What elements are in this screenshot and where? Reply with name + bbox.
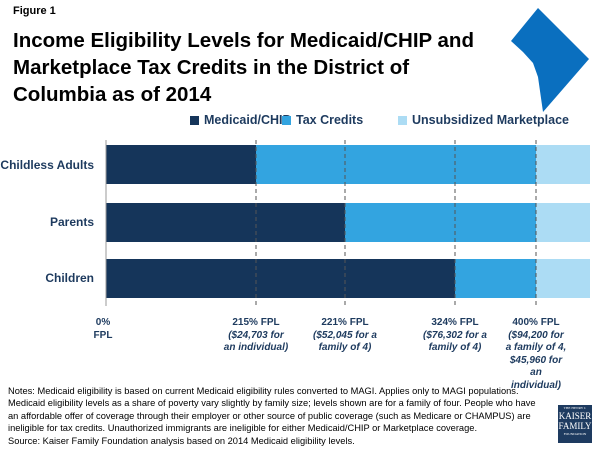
bar-unsubsidized	[536, 259, 590, 298]
legend-label: Tax Credits	[296, 113, 364, 127]
bar-medicaid	[106, 203, 345, 242]
threshold-label: 0% FPL	[48, 317, 158, 342]
legend-swatch-medicaid	[190, 115, 199, 125]
logo-text: THE HENRY J.	[563, 406, 587, 410]
threshold-value: 324% FPL	[431, 317, 479, 328]
logo-text: FOUNDATION	[563, 432, 587, 436]
figure-label: Figure 1	[13, 5, 56, 17]
threshold-detail: ($24,703 for an individual)	[223, 329, 289, 354]
threshold-label: 324% FPL ($76,302 for a family of 4)	[400, 317, 510, 355]
threshold-detail: FPL	[93, 329, 113, 341]
district-of-columbia-map-icon	[511, 8, 589, 112]
wavy-edge	[590, 145, 594, 184]
category-label: Childless Adults	[0, 158, 94, 172]
threshold-label: 400% FPL ($94,200 for a family of 4, $45,…	[481, 317, 591, 392]
legend-label: Medicaid/CHIP	[204, 113, 291, 127]
wavy-edge	[590, 259, 594, 298]
logo-text: FAMILY	[558, 421, 592, 431]
bar-tax-credits	[256, 145, 536, 184]
bar-unsubsidized	[536, 203, 590, 242]
notes: Notes: Medicaid eligibility is based on …	[8, 385, 538, 447]
bar-chart	[105, 140, 594, 306]
threshold-detail: ($52,045 for a family of 4)	[313, 329, 377, 354]
legend-item-tax-credits: Tax Credits	[282, 113, 363, 127]
category-label: Parents	[49, 215, 94, 229]
bar-unsubsidized	[536, 145, 590, 184]
threshold-detail: ($76,302 for a family of 4)	[423, 329, 487, 354]
threshold-label: 215% FPL ($24,703 for an individual)	[201, 317, 311, 355]
category-label: Children	[45, 271, 94, 285]
wavy-edge	[590, 203, 594, 242]
notes-text: Notes: Medicaid eligibility is based on …	[8, 386, 536, 434]
threshold-value: 400% FPL	[512, 317, 560, 328]
threshold-value: 215% FPL	[232, 317, 280, 328]
chart-title: Income Eligibility Levels for Medicaid/C…	[13, 29, 474, 106]
bar-medicaid	[106, 145, 256, 184]
kaiser-logo: THE HENRY J. KAISER FAMILY FOUNDATION	[558, 405, 592, 443]
legend-swatch-tax-credits	[282, 115, 291, 125]
source-text: Source: Kaiser Family Foundation analysi…	[8, 435, 355, 446]
logo-text: KAISER	[558, 411, 592, 421]
legend-swatch-unsubsidized	[398, 115, 407, 125]
bar-medicaid	[106, 259, 455, 298]
legend-label: Unsubsidized Marketplace	[412, 113, 569, 127]
threshold-value: 0%	[95, 317, 111, 328]
threshold-detail: ($94,200 for a family of 4, $45,960 for …	[505, 329, 567, 391]
threshold-label: 221% FPL ($52,045 for a family of 4)	[290, 317, 400, 355]
threshold-value: 221% FPL	[321, 317, 369, 328]
bar-tax-credits	[345, 203, 536, 242]
bar-tax-credits	[455, 259, 536, 298]
legend-item-medicaid: Medicaid/CHIP	[190, 113, 291, 127]
legend-item-unsubsidized: Unsubsidized Marketplace	[398, 113, 569, 127]
